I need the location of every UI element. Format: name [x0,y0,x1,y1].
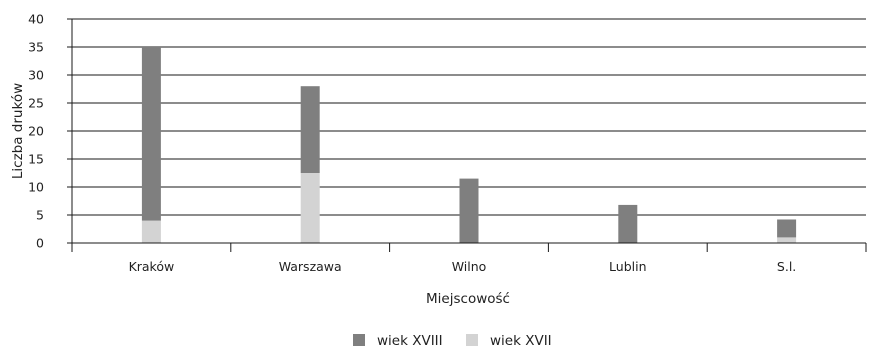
legend-label-wiek XVII: wiek XVII [490,333,552,349]
y-tick-label-0: 0 [36,236,44,251]
x-tick-label-1: Warszawa [279,259,342,274]
legend-label-wiek XVIII: wiek XVIII [377,333,443,349]
x-tick-label-3: Lublin [609,259,646,274]
bar-Lublin-wiek XVIII [618,204,638,243]
bar-S.l.-wiek XVIII [777,219,797,238]
x-tick-label-2: Wilno [452,259,487,274]
axes [67,18,867,252]
bar-S.l.-wiek XVII [777,237,797,243]
gridlines [72,18,866,216]
y-tick-label-25: 25 [28,96,44,111]
y-tick-label-35: 35 [28,40,44,55]
legend: wiek XVIII wiek XVII [353,333,552,349]
y-tick-label-40: 40 [28,12,44,27]
bars [141,47,797,243]
y-axis-title: Liczba druków [10,83,26,179]
x-axis-title: Miejscowość [426,291,510,307]
x-tick-label-0: Kraków [129,259,175,274]
bar-Warszawa-wiek XVIII [300,86,320,173]
y-tick-labels: 0 5 10 15 20 25 30 35 40 [28,12,44,251]
bar-Kraków-wiek XVII [141,220,161,243]
y-tick-label-20: 20 [28,124,44,139]
x-tick-labels: Kraków Warszawa Wilno Lublin S.l. [129,259,797,274]
x-tick-label-4: S.l. [777,259,796,274]
y-tick-label-30: 30 [28,68,44,83]
y-tick-label-15: 15 [28,152,44,167]
bar-Warszawa-wiek XVII [300,173,320,243]
bar-Kraków-wiek XVIII [141,47,161,221]
legend-swatch-wiek XVIII [353,334,365,346]
bar-Wilno-wiek XVIII [459,178,479,243]
y-tick-label-10: 10 [28,180,44,195]
legend-swatch-wiek XVII [466,334,478,346]
y-tick-label-5: 5 [36,208,44,223]
